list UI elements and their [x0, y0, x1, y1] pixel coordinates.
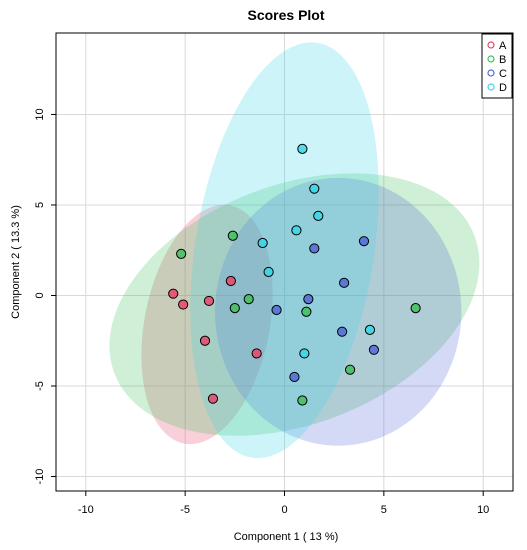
y-tick-label: -10 — [34, 469, 46, 485]
x-tick-label: 10 — [477, 504, 489, 516]
ellipses — [109, 42, 480, 459]
point-b — [243, 294, 254, 305]
grid — [56, 33, 513, 491]
x-tick-label: -10 — [78, 504, 94, 516]
point-a — [168, 288, 179, 299]
point-b — [301, 306, 312, 317]
legend-label-d: D — [499, 82, 507, 94]
point-c — [303, 294, 314, 305]
point-c — [309, 243, 320, 254]
y-tick-label: 5 — [34, 202, 46, 208]
legend-marker-d — [487, 83, 495, 91]
point-c — [271, 304, 282, 316]
y-tick-label: 10 — [34, 108, 46, 120]
point-d — [309, 183, 320, 194]
point-c — [358, 236, 370, 247]
point-d — [299, 348, 310, 359]
x-axis-ticks: -10 -5 0 5 10 — [78, 491, 489, 516]
point-b — [227, 230, 238, 241]
confidence-ellipse-c — [214, 177, 462, 446]
point-c — [337, 326, 348, 337]
point-b — [176, 248, 187, 259]
point-b — [410, 303, 421, 314]
point-a — [225, 275, 236, 287]
legend-marker-a — [487, 41, 495, 49]
point-c — [368, 344, 380, 355]
legend-label-a: A — [499, 40, 507, 52]
legend-label-c: C — [499, 68, 507, 80]
point-d — [263, 266, 274, 278]
y-tick-label: 0 — [34, 292, 46, 298]
point-d — [364, 324, 376, 335]
point-a — [251, 348, 262, 359]
x-tick-label: -5 — [180, 504, 190, 516]
point-b — [229, 303, 240, 314]
legend-marker-b — [487, 55, 495, 63]
legend-label-b: B — [499, 54, 506, 66]
point-a — [207, 393, 219, 404]
point-c — [339, 277, 350, 288]
confidence-ellipse-d — [190, 42, 379, 459]
y-axis-label: Component 2 ( 13.3 %) — [10, 205, 22, 319]
point-a — [178, 299, 189, 310]
x-tick-label: 0 — [281, 504, 287, 516]
point-d — [291, 225, 302, 236]
chart-title: Scores Plot — [247, 7, 324, 23]
legend-box — [481, 33, 513, 99]
point-a — [199, 335, 211, 346]
x-axis-label: Component 1 ( 13 %) — [234, 531, 339, 543]
y-axis-ticks: -10 -5 0 5 10 — [34, 108, 56, 484]
point-b — [297, 395, 308, 406]
point-a — [203, 295, 215, 307]
point-d — [297, 143, 308, 154]
y-tick-label: -5 — [34, 381, 46, 391]
point-d — [257, 237, 268, 249]
x-tick-label: 5 — [381, 504, 387, 516]
confidence-ellipse-a — [141, 204, 273, 445]
confidence-ellipse-b — [109, 173, 480, 436]
point-d — [313, 210, 324, 221]
data-points — [168, 143, 421, 406]
legend-marker-c — [487, 69, 495, 77]
point-c — [289, 371, 300, 383]
point-b — [344, 364, 356, 375]
